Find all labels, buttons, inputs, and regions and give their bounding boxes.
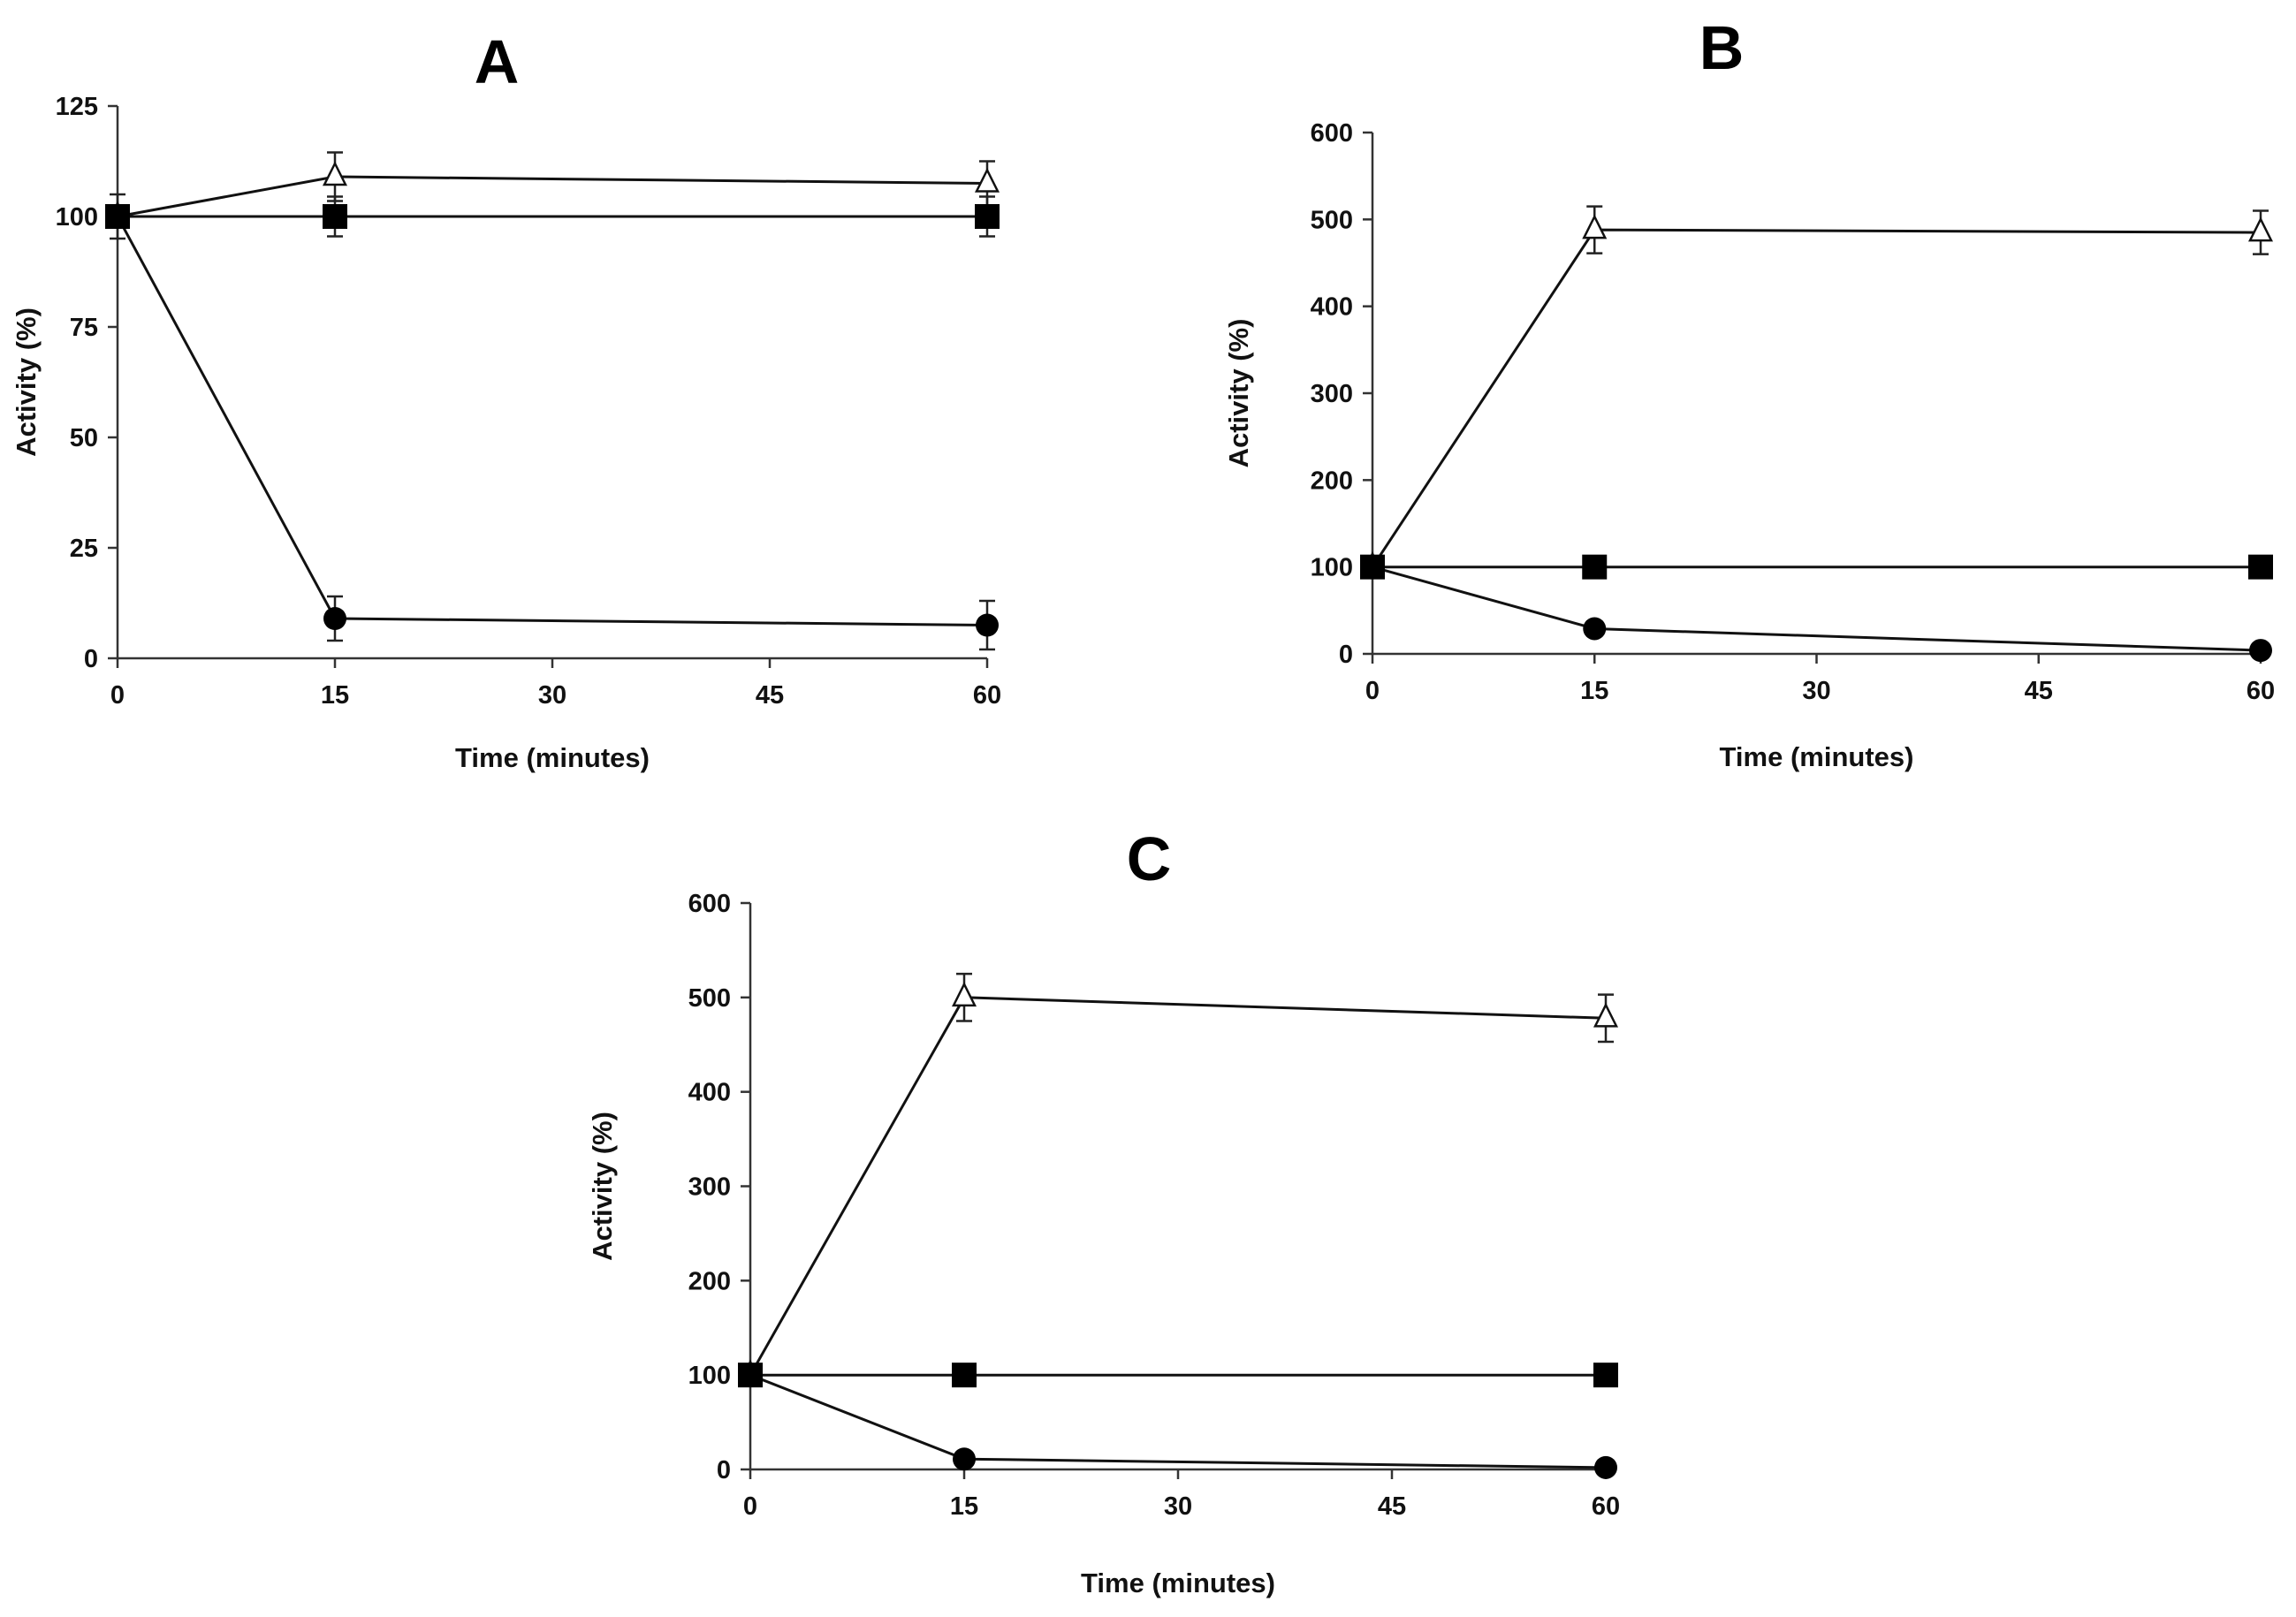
circle-marker (1594, 1455, 1617, 1479)
series-line-filled-circle (749, 1373, 1607, 1469)
y-axis-label: Activity (%) (11, 307, 42, 457)
y-tick-label: 300 (688, 1173, 731, 1202)
triangle-marker (951, 982, 977, 1007)
triangle-marker (974, 167, 1000, 193)
circle-marker (2249, 639, 2272, 663)
y-tick-label: 125 (56, 93, 98, 121)
y-axis-label: Activity (%) (1223, 319, 1254, 468)
circle-marker (953, 1447, 976, 1471)
chart-panel-a: A 0 25 50 75 100 125 0 15 30 45 60 Time (minutes) Act… (11, 27, 1001, 773)
circle-marker (739, 1363, 762, 1387)
chart-panel-c: C 0 100 200 300 400 500 600 0 15 30 45 60 Time (minut… (587, 824, 1620, 1598)
x-tick-label: 60 (1592, 1492, 1620, 1521)
chart-title-a: A (475, 27, 520, 96)
y-tick-label: 600 (688, 890, 731, 918)
square-marker (2248, 554, 2273, 580)
y-tick-label: 25 (70, 535, 98, 563)
y-tick-label: 400 (688, 1079, 731, 1107)
x-tick-label: 45 (1378, 1492, 1406, 1521)
triangle-marker (322, 161, 348, 186)
y-tick-label: 100 (56, 203, 98, 232)
series-line-open-triangle (749, 996, 1607, 1376)
series-line-open-triangle (117, 175, 988, 218)
x-axis-label: Time (minutes) (1720, 741, 1914, 772)
y-tick-label: 300 (1311, 380, 1353, 408)
x-tick-label: 30 (538, 681, 566, 710)
y-axis-label: Activity (%) (587, 1112, 618, 1261)
y-tick-label: 0 (1339, 641, 1353, 669)
square-marker (1582, 554, 1608, 580)
chart-panel-b: B 0 100 200 300 400 500 600 0 15 30 45 60 Time (minut… (1223, 13, 2275, 772)
circle-marker (106, 205, 129, 228)
square-marker (975, 204, 1000, 229)
x-tick-label: 15 (321, 681, 349, 710)
y-tick-label: 0 (717, 1456, 731, 1484)
x-tick-label: 30 (1164, 1492, 1192, 1521)
y-tick-label: 500 (688, 984, 731, 1013)
circle-marker (976, 613, 999, 637)
x-tick-label: 30 (1802, 677, 1830, 705)
circle-marker (1583, 617, 1607, 641)
x-axis-label: Time (minutes) (1081, 1568, 1275, 1598)
y-tick-label: 0 (84, 645, 98, 673)
y-tick-label: 100 (688, 1362, 731, 1390)
x-tick-label: 0 (110, 681, 125, 710)
chart-title-c: C (1127, 824, 1172, 893)
x-tick-label: 15 (950, 1492, 978, 1521)
y-tick-label: 200 (688, 1267, 731, 1295)
y-tick-label: 200 (1311, 467, 1353, 495)
y-tick-label: 500 (1311, 206, 1353, 234)
y-tick-label: 75 (70, 314, 98, 342)
circle-marker (1361, 555, 1384, 579)
x-tick-label: 60 (2247, 677, 2275, 705)
x-tick-label: 45 (756, 681, 784, 710)
x-tick-label: 45 (2025, 677, 2053, 705)
series-line-open-triangle (1371, 228, 2262, 568)
chart-title-b: B (1699, 13, 1745, 82)
series-line-filled-circle (1372, 566, 2262, 652)
square-marker (1593, 1363, 1618, 1388)
x-tick-label: 60 (973, 681, 1001, 710)
triangle-marker (1593, 1002, 1619, 1028)
series-line-filled-circle (116, 216, 988, 626)
x-axis-label: Time (minutes) (455, 742, 650, 773)
y-tick-label: 600 (1311, 119, 1353, 148)
triangle-marker (2247, 216, 2274, 242)
x-tick-label: 0 (1365, 677, 1380, 705)
y-tick-label: 50 (70, 424, 98, 452)
y-tick-label: 400 (1311, 293, 1353, 322)
square-marker (323, 204, 347, 229)
triangle-marker (1582, 214, 1608, 239)
x-tick-label: 15 (1580, 677, 1608, 705)
y-tick-label: 100 (1311, 554, 1353, 582)
circle-marker (323, 607, 346, 630)
x-tick-label: 0 (743, 1492, 757, 1521)
square-marker (952, 1363, 977, 1388)
